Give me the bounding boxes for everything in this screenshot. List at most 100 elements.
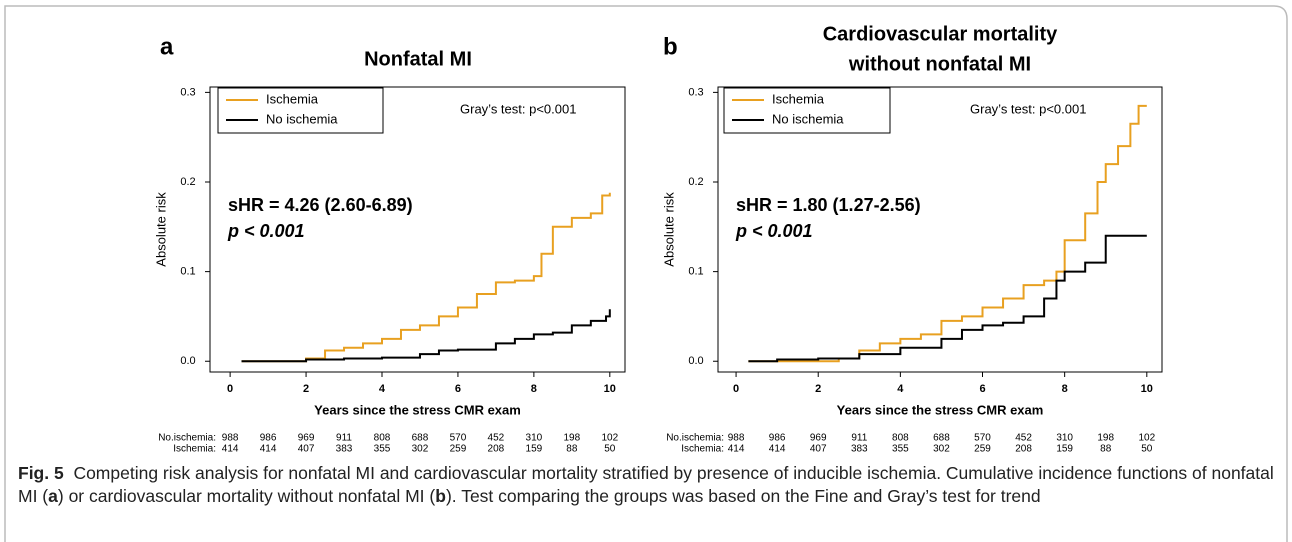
caption-label: Fig. 5	[18, 463, 64, 483]
annotation: Gray’s test: p<0.001	[460, 101, 576, 116]
risk-table-cell: 50	[1141, 444, 1153, 455]
x-tick-label: 6	[455, 383, 461, 395]
chart-title: Nonfatal MI	[364, 48, 472, 70]
risk-table-cell: 988	[728, 433, 745, 444]
x-tick-label: 0	[733, 383, 739, 395]
risk-table-cell: 414	[769, 444, 786, 455]
risk-table-cell: 50	[604, 444, 616, 455]
legend-box	[217, 87, 384, 134]
annotation: sHR = 1.80 (1.27-2.56)	[736, 195, 921, 215]
risk-table-cell: 969	[298, 433, 315, 444]
risk-table-cell: 414	[222, 444, 239, 455]
risk-table-cell: 911	[336, 433, 352, 444]
x-tick-label: 0	[227, 383, 233, 395]
risk-table-cell: 355	[892, 444, 909, 455]
legend-label: No ischemia	[266, 111, 338, 126]
risk-table-cell: 159	[526, 444, 543, 455]
risk-table-cell: 88	[1100, 444, 1112, 455]
caption-text: ). Test comparing the groups was based o…	[445, 486, 1041, 506]
x-tick-label: 8	[531, 383, 537, 395]
risk-table-cell: 414	[728, 444, 745, 455]
risk-table-cell: 259	[974, 444, 991, 455]
risk-table-cell: 407	[298, 444, 315, 455]
risk-table-cell: 911	[851, 433, 867, 444]
risk-curve	[241, 192, 611, 363]
risk-table-cell: 159	[1056, 444, 1073, 455]
risk-table-cell: 310	[1056, 433, 1073, 444]
x-axis-label: Years since the stress CMR exam	[837, 402, 1044, 417]
risk-curve	[748, 104, 1147, 363]
risk-table-cell: 259	[450, 444, 467, 455]
risk-table-label: No.ischemia:	[666, 433, 724, 444]
risk-table-cell: 570	[974, 433, 991, 444]
y-tick-label: 0.2	[180, 176, 195, 188]
caption: Fig. 5 Competing risk analysis for nonfa…	[18, 462, 1280, 508]
legend-box	[723, 87, 891, 134]
x-tick-label: 10	[1141, 383, 1153, 395]
risk-table-label: Ischemia:	[173, 444, 216, 455]
risk-table-label: No.ischemia:	[158, 433, 216, 444]
risk-table-cell: 570	[450, 433, 467, 444]
plot-frame	[209, 86, 626, 373]
risk-table-cell: 383	[851, 444, 868, 455]
risk-table-cell: 407	[810, 444, 827, 455]
risk-table-cell: 310	[526, 433, 543, 444]
x-tick-label: 2	[815, 383, 821, 395]
x-axis-label: Years since the stress CMR exam	[314, 402, 521, 417]
x-tick-label: 8	[1062, 383, 1068, 395]
y-tick-label: 0.1	[180, 266, 195, 278]
risk-table-cell: 452	[1015, 433, 1032, 444]
risk-table-cell: 383	[336, 444, 353, 455]
x-tick-label: 10	[604, 383, 616, 395]
x-tick-label: 2	[303, 383, 309, 395]
y-tick-label: 0.0	[688, 355, 703, 367]
risk-table-cell: 988	[222, 433, 239, 444]
risk-table-cell: 302	[412, 444, 429, 455]
y-tick-label: 0.1	[688, 266, 703, 278]
caption-text: a	[48, 486, 58, 506]
risk-table-cell: 808	[374, 433, 391, 444]
risk-table-cell: 414	[260, 444, 277, 455]
risk-table-cell: 986	[769, 433, 786, 444]
risk-table-cell: 88	[566, 444, 578, 455]
y-tick-label: 0.2	[688, 176, 703, 188]
risk-table-cell: 198	[1097, 433, 1114, 444]
panel-label: b	[663, 33, 678, 60]
x-tick-label: 4	[897, 383, 904, 395]
risk-table-cell: 969	[810, 433, 827, 444]
risk-curve	[748, 234, 1147, 363]
annotation: p < 0.001	[227, 221, 305, 241]
x-tick-label: 6	[979, 383, 985, 395]
risk-table-cell: 102	[1138, 433, 1155, 444]
annotation: p < 0.001	[735, 221, 813, 241]
legend-label: Ischemia	[266, 91, 319, 106]
risk-table-cell: 688	[412, 433, 429, 444]
frame	[4, 5, 1288, 542]
panel-label: a	[160, 33, 174, 60]
legend-label: Ischemia	[772, 91, 825, 106]
x-tick-label: 4	[379, 383, 386, 395]
risk-table-cell: 208	[488, 444, 505, 455]
caption-text: b	[435, 486, 446, 506]
risk-curve	[241, 309, 611, 363]
risk-table-cell: 102	[601, 433, 618, 444]
y-axis-label: Absolute risk	[661, 192, 676, 267]
risk-table-cell: 688	[933, 433, 950, 444]
y-tick-label: 0.0	[180, 355, 195, 367]
annotation: Gray’s test: p<0.001	[970, 101, 1086, 116]
risk-table-cell: 355	[374, 444, 391, 455]
risk-table-cell: 302	[933, 444, 950, 455]
caption-text: ) or cardiovascular mortality without no…	[57, 486, 436, 506]
risk-table-cell: 452	[488, 433, 505, 444]
caption-text: Competing risk analysis for nonfatal MI …	[18, 463, 1274, 506]
chart-title: without nonfatal MI	[848, 53, 1031, 75]
risk-table-label: Ischemia:	[681, 444, 724, 455]
chart-title: Cardiovascular mortality	[823, 23, 1058, 45]
plot-frame	[717, 86, 1163, 373]
y-tick-label: 0.3	[180, 86, 195, 98]
risk-table-cell: 208	[1015, 444, 1032, 455]
y-tick-label: 0.3	[688, 86, 703, 98]
risk-table-cell: 808	[892, 433, 909, 444]
